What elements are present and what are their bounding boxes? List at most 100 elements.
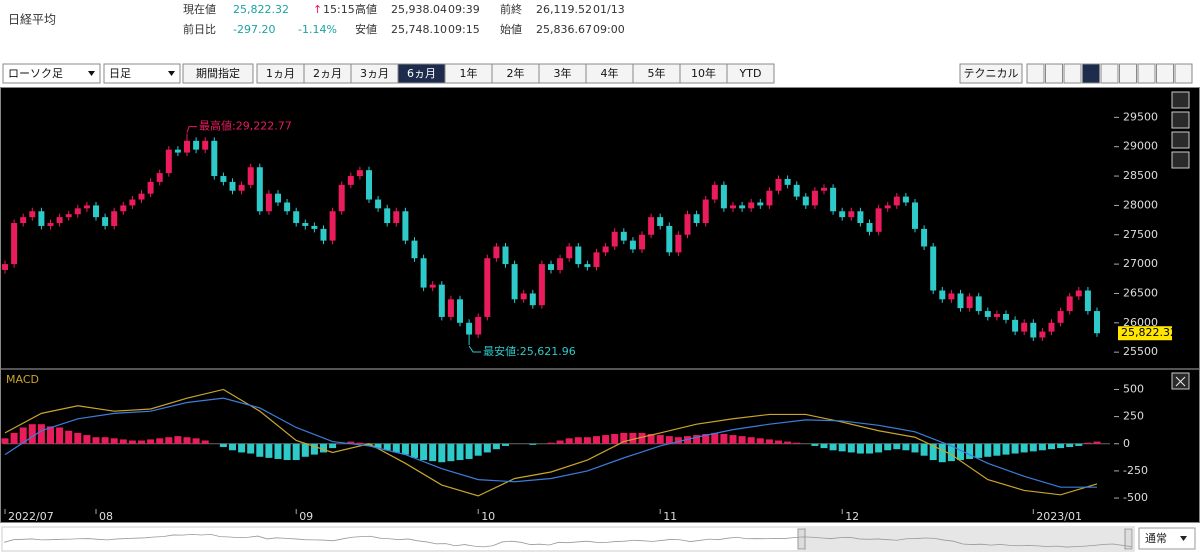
macd-histogram-bar <box>110 438 118 444</box>
candle-body <box>839 211 846 218</box>
zoom-button[interactable] <box>1171 91 1190 109</box>
navigator-handle[interactable] <box>797 528 806 550</box>
range-button[interactable] <box>726 63 775 84</box>
candle-body <box>284 202 291 212</box>
macd-histogram-bar <box>1084 442 1092 444</box>
tool-icon-button[interactable] <box>1045 63 1063 84</box>
macd-histogram-bar <box>274 443 282 459</box>
tool-icon-button[interactable] <box>1119 63 1137 84</box>
y-tick-label: 28500 <box>1123 169 1158 182</box>
candle-body <box>893 196 900 206</box>
candle-body <box>83 205 90 209</box>
macd-histogram-bar <box>301 443 309 457</box>
macd-histogram-bar <box>138 440 145 444</box>
range-label: 5年 <box>648 66 666 80</box>
macd-histogram-bar <box>119 439 127 444</box>
candle-body <box>347 176 354 185</box>
macd-histogram-bar <box>756 438 764 444</box>
candle-body <box>138 193 145 200</box>
macd-histogram-bar <box>938 443 946 463</box>
interval-select-label: 日足 <box>109 67 131 80</box>
candle-body <box>548 264 554 270</box>
candle-body <box>275 193 281 203</box>
side-buttons <box>1171 91 1190 390</box>
candle-body <box>529 293 536 306</box>
macd-histogram-bar <box>1011 443 1019 454</box>
candle-body <box>184 140 190 153</box>
macd-histogram-bar <box>693 435 701 444</box>
candle-body <box>1048 322 1055 332</box>
candle-body <box>120 205 127 212</box>
candle-body <box>484 258 491 317</box>
y-tick-label: 250 <box>1123 410 1144 423</box>
candle-body <box>720 184 727 209</box>
macd-histogram-bar <box>529 443 537 445</box>
undo-button[interactable] <box>1171 131 1190 149</box>
macd-histogram-bar <box>920 443 928 456</box>
candle-body <box>739 205 746 209</box>
y-tick-label: -250 <box>1123 464 1148 477</box>
navigator-line <box>3 533 1133 548</box>
macd-histogram-bar <box>656 435 664 444</box>
range-label: 4年 <box>601 66 619 80</box>
tool-icon-button[interactable] <box>1082 63 1100 84</box>
macd-histogram-bar <box>784 441 792 444</box>
candle-body <box>211 140 218 177</box>
quote-value: 25,748.10 <box>391 23 447 36</box>
macd-histogram-bar <box>711 432 719 444</box>
candle-body <box>493 246 500 259</box>
view-mode-select[interactable] <box>1138 527 1196 550</box>
tool-icon-button[interactable] <box>1156 63 1174 84</box>
candle-body <box>47 223 54 226</box>
plot: 25500 26000 26500 27000 27500 28000 28500 29000… <box>1 110 1177 523</box>
redo-button[interactable] <box>1171 151 1190 169</box>
interval-select[interactable] <box>103 63 181 84</box>
range-mode-button[interactable] <box>182 63 254 84</box>
technical-button[interactable] <box>959 63 1023 84</box>
candle-body <box>1039 331 1046 338</box>
x-tick-label: 08 <box>99 510 113 523</box>
candle-body <box>766 190 773 206</box>
candle-body <box>129 199 136 206</box>
quote-time: 01/13 <box>593 3 625 16</box>
macd-line <box>4 388 1098 497</box>
y-tick-label: 27500 <box>1123 228 1158 241</box>
macd-histogram-bar <box>183 437 191 444</box>
quote-arrow: ↑ <box>313 3 322 16</box>
quote-value: 25,938.04 <box>391 3 447 16</box>
candle-body <box>229 181 236 191</box>
tool-icon-button[interactable] <box>1026 63 1045 84</box>
macd-histogram-bar <box>583 437 591 444</box>
dropdown-arrow <box>1180 536 1187 541</box>
navigator-handle[interactable] <box>1124 528 1133 550</box>
candle-body <box>293 211 300 224</box>
candle-body <box>2 264 8 270</box>
macd-histogram-bar <box>283 443 291 461</box>
quote-label: 前日比 <box>183 22 216 36</box>
tool-icon-button[interactable] <box>1063 63 1082 84</box>
tool-icon-button[interactable] <box>1174 63 1193 84</box>
x-tick-label: 12 <box>845 510 859 523</box>
macd-histogram-bar <box>92 437 100 444</box>
macd-histogram-bar <box>875 443 883 453</box>
lock-button[interactable] <box>1171 111 1190 129</box>
chart-type-select[interactable] <box>2 63 101 84</box>
high-marker <box>186 126 197 133</box>
candle-body <box>511 264 518 300</box>
candle-body <box>1084 290 1091 312</box>
tool-icon-button[interactable] <box>1100 63 1119 84</box>
candle-body <box>711 184 718 200</box>
candle-body <box>830 187 837 212</box>
low-marker <box>468 345 482 353</box>
candle-body <box>584 264 591 268</box>
macd-histogram-bar <box>465 443 473 459</box>
candle-body <box>111 211 118 226</box>
candle-body <box>420 258 427 288</box>
candle-body <box>193 140 200 150</box>
tool-icon-button[interactable] <box>1137 63 1156 84</box>
macd-histogram-bar <box>611 433 619 444</box>
candle-body <box>29 211 36 218</box>
navigator-window[interactable] <box>804 528 1126 550</box>
last-price-box <box>1118 326 1172 341</box>
macd-histogram-bar <box>1057 443 1065 449</box>
